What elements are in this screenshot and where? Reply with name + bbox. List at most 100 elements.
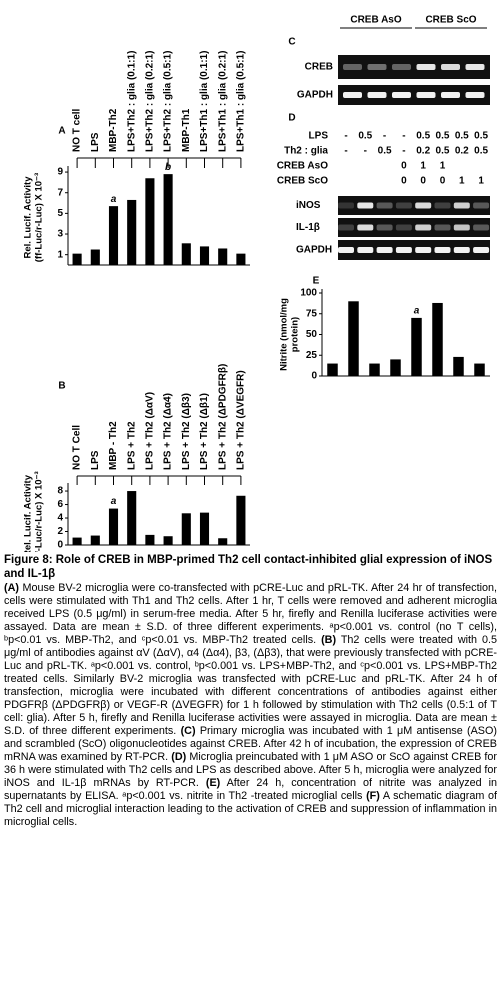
condition-cell: -: [344, 146, 347, 157]
bar: [236, 495, 246, 545]
bar: [90, 535, 100, 545]
caption: Figure 8: Role of CREB in MBP-primed Th2…: [4, 553, 497, 987]
panel-label: A: [58, 126, 65, 137]
caption-run: (E): [205, 777, 221, 789]
condition-cell: 0.5: [416, 131, 430, 142]
y-tick-label: 100: [300, 288, 317, 299]
gel: [338, 240, 490, 260]
condition-cell: -: [383, 131, 386, 142]
gel-band: [376, 224, 393, 231]
gel-row-label: iNOS: [296, 200, 321, 211]
condition-cell: 0: [440, 176, 446, 187]
gel-band: [357, 247, 374, 253]
gel-band: [338, 202, 354, 209]
bar: [327, 363, 338, 376]
y-tick-label: 0: [57, 540, 63, 551]
condition-cell: -: [402, 131, 405, 142]
y-axis-label: (ff-Luc/r-Luc) X 10⁻³: [34, 173, 45, 262]
condition-cell: -: [344, 131, 347, 142]
gel-band: [392, 92, 411, 98]
bar: [90, 249, 100, 265]
gel-row-label: GAPDH: [296, 245, 332, 256]
gel-band: [367, 64, 387, 70]
gel-band: [465, 92, 485, 98]
gel-group: CREB ScO: [425, 15, 476, 26]
bar: [127, 199, 137, 265]
gel-band: [395, 247, 412, 253]
y-tick-label: 25: [306, 350, 318, 361]
caption-body: (A) Mouse BV-2 microglia were co-transfe…: [4, 582, 497, 829]
panel-label: E: [313, 276, 320, 287]
gel-band: [473, 247, 490, 253]
gel-band: [441, 92, 460, 98]
gel-band: [453, 224, 470, 231]
y-tick-label: 2: [57, 526, 63, 537]
bar: [369, 363, 380, 376]
annotation: a: [111, 496, 117, 507]
x-tick-label: LPS + Th2 (Δβ3): [181, 393, 192, 470]
bar: [390, 359, 401, 376]
condition-cell: 0: [401, 176, 407, 187]
x-tick-label: LPS + Th2 (ΔVEGFR): [236, 370, 247, 470]
gel-band: [453, 202, 470, 209]
x-tick-label: LPS+Th1 : glia (0.1:1): [199, 51, 210, 152]
gel-band: [415, 202, 432, 209]
x-tick-label: LPS+Th2 : glia (0.2:1): [145, 51, 156, 152]
bar: [199, 246, 210, 265]
bar: [163, 174, 173, 265]
y-tick-label: 75: [306, 308, 318, 319]
gel-band: [415, 224, 432, 231]
condition-cell: 0.5: [474, 131, 488, 142]
y-tick-label: 0: [311, 371, 317, 382]
bar: [72, 253, 82, 265]
y-tick-label: 1: [57, 249, 63, 260]
bar: [236, 253, 246, 265]
bar: [199, 512, 210, 545]
x-tick-label: LPS: [90, 450, 101, 470]
bar: [411, 317, 422, 376]
gel-band: [473, 224, 490, 231]
gel-band: [392, 64, 411, 70]
bar: [108, 206, 119, 265]
caption-run: Primary microglia was incubated with 1 μ…: [4, 725, 497, 763]
y-tick-label: 8: [57, 486, 63, 497]
caption-run: (D): [171, 751, 187, 763]
y-tick-label: 5: [57, 208, 63, 219]
bar: [181, 513, 191, 545]
gel: [338, 85, 490, 105]
bar: [474, 363, 485, 376]
condition-label: LPS: [309, 131, 329, 142]
bar: [348, 301, 359, 376]
bar: [108, 508, 119, 545]
condition-cell: 0.5: [436, 131, 450, 142]
y-tick-label: 3: [57, 229, 63, 240]
gel-band: [434, 247, 451, 253]
x-tick-label: NO T cell: [72, 108, 83, 152]
gel-band: [395, 202, 412, 209]
caption-run: (B): [321, 634, 337, 646]
x-tick-label: LPS: [90, 132, 101, 152]
panel-label: C: [288, 37, 295, 48]
gel-band: [416, 64, 436, 70]
y-axis-label: Rel. Lucif. Activity: [23, 474, 34, 552]
caption-run: Microglia preincubated with 1 μM ASO or …: [4, 751, 497, 789]
gel-band: [434, 224, 451, 231]
condition-cell: 1: [440, 161, 446, 172]
y-axis-label: (ff-Luc/r-Luc) X 10⁻³: [34, 471, 45, 552]
caption-run: A schematic diagram of Th2 cell and micr…: [4, 790, 497, 828]
condition-cell: -: [402, 146, 405, 157]
gel-band: [338, 224, 354, 231]
x-tick-label: LPS+Th1 : glia (0.2:1): [217, 51, 228, 152]
x-tick-label: MBP - Th2: [108, 421, 119, 470]
bar: [127, 491, 137, 545]
gel-band: [367, 92, 387, 98]
gel-band: [473, 202, 490, 209]
y-tick-label: 4: [57, 513, 63, 524]
x-tick-label: LPS + Th2 (Δβ1): [199, 393, 210, 470]
caption-run: (C): [180, 725, 196, 737]
y-tick-label: 6: [57, 499, 63, 510]
bar: [163, 536, 173, 545]
bar: [145, 534, 155, 545]
